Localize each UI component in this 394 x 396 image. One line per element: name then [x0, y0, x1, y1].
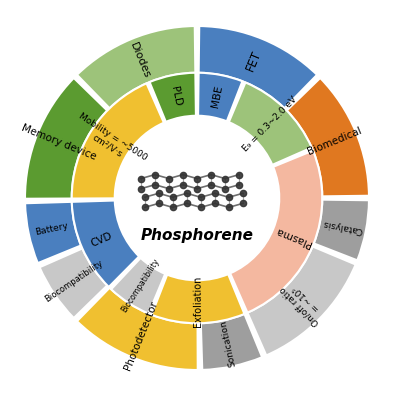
Text: FET: FET: [244, 48, 264, 73]
Text: Exfoliation: Exfoliation: [193, 276, 203, 327]
Wedge shape: [247, 246, 356, 356]
Text: Plasma: Plasma: [274, 225, 312, 249]
Text: Diodes: Diodes: [128, 41, 152, 80]
Wedge shape: [201, 314, 262, 370]
Text: Photodetector: Photodetector: [123, 300, 160, 372]
Text: Phosphorene: Phosphorene: [141, 228, 253, 243]
Text: Sonication: Sonication: [219, 319, 237, 367]
Text: Mobility = ~5000
cm²/V·s: Mobility = ~5000 cm²/V·s: [71, 112, 149, 171]
Circle shape: [115, 116, 279, 280]
Wedge shape: [77, 26, 195, 108]
Wedge shape: [150, 73, 196, 122]
Wedge shape: [25, 202, 81, 263]
Text: Biocompatibility: Biocompatibility: [43, 258, 104, 304]
Wedge shape: [111, 258, 165, 314]
Text: MBE: MBE: [210, 84, 224, 108]
Wedge shape: [39, 248, 107, 318]
Text: E₉ = 0.3~2.0 eV: E₉ = 0.3~2.0 eV: [241, 95, 299, 153]
Wedge shape: [314, 200, 369, 260]
Text: Biomedical: Biomedical: [306, 126, 363, 157]
Wedge shape: [25, 78, 107, 199]
Wedge shape: [230, 150, 322, 313]
Wedge shape: [72, 83, 164, 198]
Text: Memory device: Memory device: [20, 123, 98, 162]
Wedge shape: [287, 78, 369, 196]
Text: CVD: CVD: [89, 230, 114, 248]
Wedge shape: [199, 26, 317, 108]
Wedge shape: [77, 288, 198, 370]
Text: Battery: Battery: [34, 221, 69, 237]
Wedge shape: [152, 274, 244, 323]
Wedge shape: [229, 82, 312, 165]
Wedge shape: [198, 73, 242, 121]
Text: Biocompatibility: Biocompatibility: [120, 257, 161, 314]
Text: PLD: PLD: [169, 86, 183, 107]
Wedge shape: [72, 200, 139, 287]
Text: On/off ratio
= ~10⁵: On/off ratio = ~10⁵: [278, 277, 328, 327]
Text: Catalysis: Catalysis: [322, 218, 364, 235]
